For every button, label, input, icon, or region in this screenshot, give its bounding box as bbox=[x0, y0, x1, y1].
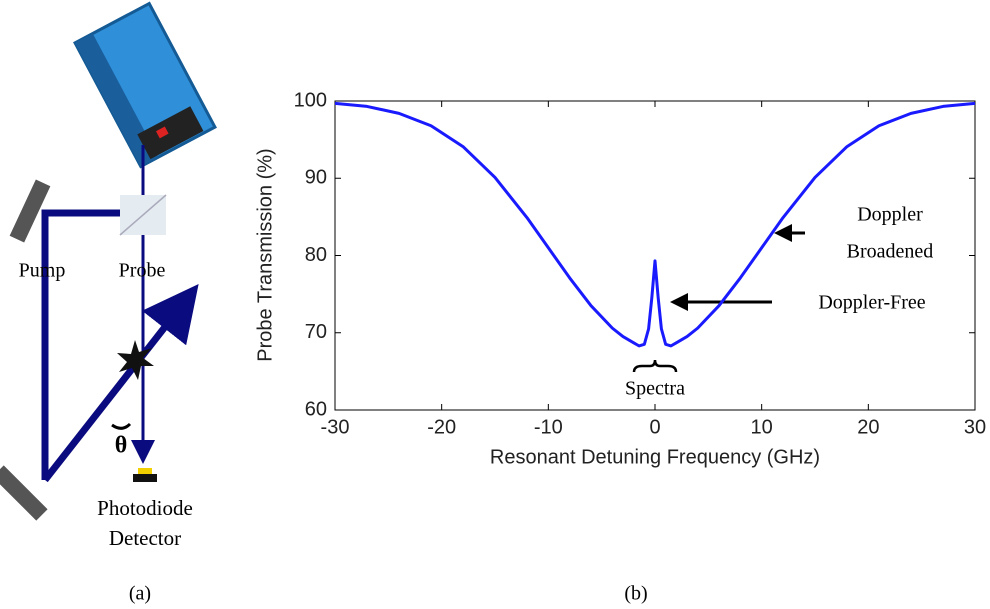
detector-sensor bbox=[138, 468, 152, 474]
detector-label: Photodiode bbox=[97, 496, 193, 520]
annotation: Broadened bbox=[847, 241, 934, 263]
laser bbox=[73, 1, 217, 169]
x-tick-label: -30 bbox=[321, 416, 350, 438]
pump-beam bbox=[41, 209, 120, 480]
y-axis-label: Probe Transmission (%) bbox=[254, 148, 276, 361]
annotation: Spectra bbox=[625, 378, 685, 400]
brace bbox=[632, 359, 678, 373]
annotation: Doppler bbox=[857, 204, 923, 226]
detector-label: Detector bbox=[109, 526, 181, 550]
probe-label: Probe bbox=[119, 260, 166, 282]
splitter-line bbox=[119, 194, 167, 236]
x-tick-label: 30 bbox=[964, 416, 986, 438]
detector-base bbox=[133, 474, 157, 482]
annotation: Doppler-Free bbox=[818, 292, 925, 314]
y-tick-label: 60 bbox=[305, 398, 327, 420]
line bbox=[334, 101, 976, 348]
y-tick-label: 100 bbox=[294, 89, 327, 111]
y-tick-label: 80 bbox=[305, 244, 327, 266]
x-tick-label: 0 bbox=[649, 416, 660, 438]
x-tick-label: 10 bbox=[751, 416, 773, 438]
x-tick-label: 20 bbox=[857, 416, 879, 438]
mirror bbox=[0, 465, 48, 521]
diagram: Pump Probe θ Photodiode Detector (a) bbox=[0, 1, 217, 605]
angle-label: θ bbox=[115, 433, 128, 459]
caption: (b) bbox=[624, 583, 647, 605]
x-tick-label: -20 bbox=[427, 416, 456, 438]
mirror bbox=[9, 179, 51, 243]
x-axis-label: Resonant Detuning Frequency (GHz) bbox=[490, 446, 820, 468]
angle-arc bbox=[111, 422, 132, 430]
pump-beam bbox=[42, 283, 199, 483]
burst bbox=[117, 340, 154, 380]
pump-label: Pump bbox=[19, 260, 66, 282]
caption: (a) bbox=[129, 583, 151, 605]
y-tick-label: 90 bbox=[305, 167, 327, 189]
x-tick-label: -10 bbox=[534, 416, 563, 438]
y-tick-label: 70 bbox=[305, 321, 327, 343]
